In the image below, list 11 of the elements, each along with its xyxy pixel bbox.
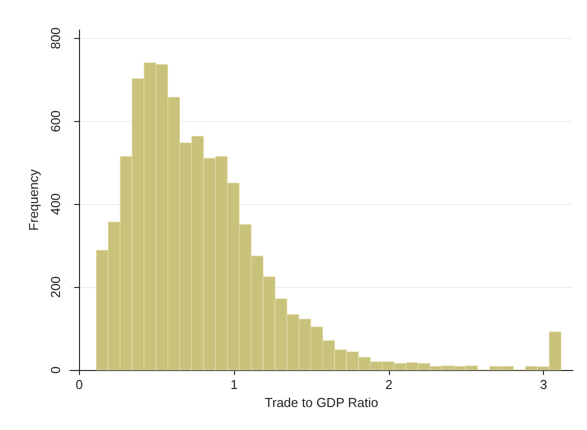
x-tick-label: 0 bbox=[76, 377, 83, 392]
x-tick-label: 3 bbox=[540, 377, 548, 392]
y-axis-title: Frequency bbox=[26, 168, 41, 231]
y-tick-label: 800 bbox=[48, 27, 63, 50]
y-tick-label: 600 bbox=[48, 110, 63, 132]
y-tick-label: 200 bbox=[48, 276, 63, 298]
x-tick-label: 2 bbox=[385, 377, 392, 392]
x-tick-label: 1 bbox=[230, 377, 238, 392]
y-tick-label: 400 bbox=[48, 193, 63, 215]
x-axis-title: Trade to GDP Ratio bbox=[264, 394, 378, 410]
y-tick-label: 0 bbox=[48, 366, 63, 374]
